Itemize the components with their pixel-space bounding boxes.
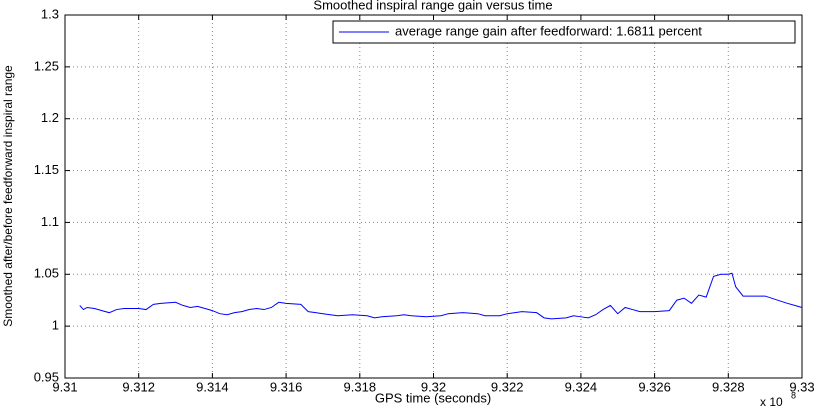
y-tick-label: 0.95 bbox=[34, 369, 59, 384]
y-tick-label: 1.25 bbox=[34, 58, 59, 73]
y-tick-label: 1.1 bbox=[41, 214, 59, 229]
x-tick-label: 9.328 bbox=[712, 379, 745, 394]
plot-frame bbox=[64, 14, 803, 379]
y-axis-label: Smoothed after/before feedforward inspir… bbox=[1, 65, 15, 327]
x-tick-label: 9.33 bbox=[789, 379, 814, 394]
x-tick-label: 9.316 bbox=[270, 379, 303, 394]
chart-title: Smoothed inspiral range gain versus time bbox=[313, 0, 552, 12]
y-tick-label: 1.2 bbox=[41, 110, 59, 125]
x-multiplier: x 10 bbox=[760, 395, 783, 408]
legend-box bbox=[332, 20, 796, 44]
y-tick-label: 1 bbox=[52, 318, 59, 333]
x-tick-label: 9.326 bbox=[638, 379, 671, 394]
y-tick-label: 1.3 bbox=[41, 6, 59, 21]
legend-label: average range gain after feedforward: 1.… bbox=[395, 23, 702, 38]
x-multiplier-power: 8 bbox=[791, 390, 796, 400]
y-tick-label: 1.05 bbox=[34, 266, 59, 281]
x-tick-label: 9.322 bbox=[491, 379, 524, 394]
x-tick-label: 9.32 bbox=[421, 379, 446, 394]
x-tick-label: 9.324 bbox=[565, 379, 598, 394]
x-tick-label: 9.312 bbox=[122, 379, 155, 394]
x-tick-label: 9.318 bbox=[344, 379, 377, 394]
x-tick-label: 9.314 bbox=[196, 379, 229, 394]
x-tick-label: 9.31 bbox=[52, 379, 77, 394]
data-line bbox=[79, 272, 803, 320]
y-tick-label: 1.15 bbox=[34, 162, 59, 177]
x-axis-label: GPS time (seconds) bbox=[375, 390, 491, 405]
